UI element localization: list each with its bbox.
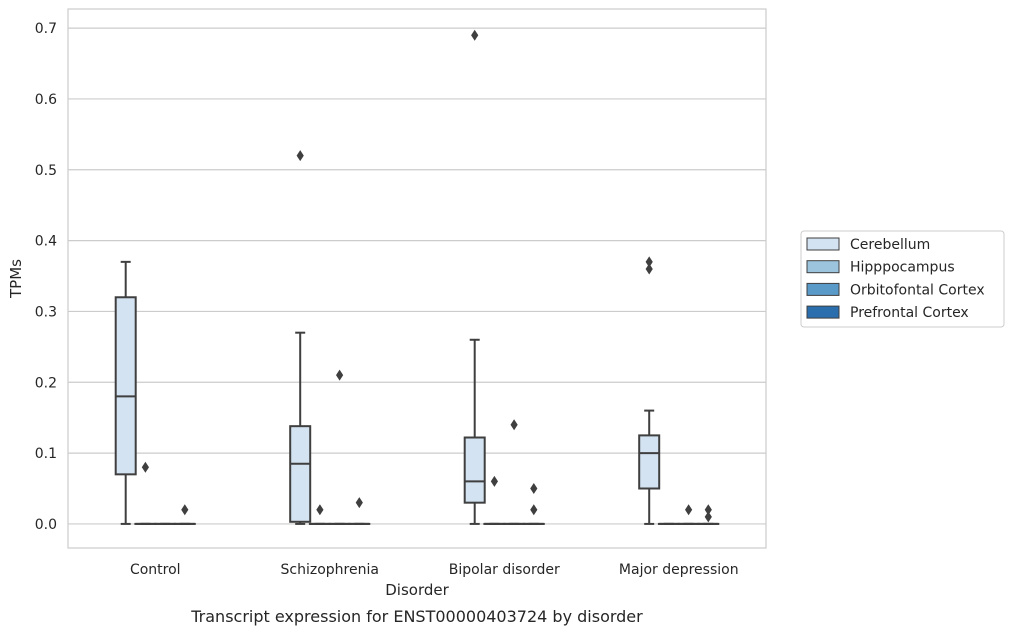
box-plots	[114, 29, 720, 525]
box-hipppocampus	[134, 461, 157, 525]
legend-swatch	[806, 237, 840, 251]
outlier-marker	[355, 497, 363, 509]
x-tick-label: Major depression	[619, 562, 739, 578]
box-cerebellum	[289, 150, 312, 525]
outlier-marker	[471, 29, 479, 41]
box-orbitofontal-cortex	[677, 504, 700, 525]
legend-label: Orbitofontal Cortex	[850, 282, 985, 298]
legend-swatch	[806, 260, 840, 274]
box-cerebellum	[114, 260, 137, 525]
outlier-marker	[336, 369, 344, 381]
outlier-marker	[645, 263, 653, 275]
outlier-marker	[530, 483, 538, 495]
legend-label: Prefrontal Cortex	[850, 305, 969, 321]
plot-frame	[67, 8, 767, 549]
x-tick-label: Schizophrenia	[281, 562, 379, 578]
box-cerebellum	[638, 256, 661, 525]
legend-label: Hipppocampus	[850, 260, 955, 276]
box-orbitofontal-cortex	[328, 369, 351, 525]
figure-caption: Transcript expression for ENST0000040372…	[190, 607, 643, 626]
box-prefrontal-cortex	[348, 497, 371, 525]
legend-frame	[800, 230, 1005, 328]
y-tick-label: 0.3	[35, 304, 57, 320]
y-tick-label: 0.6	[35, 92, 57, 108]
box-orbitofontal-cortex	[503, 419, 526, 525]
y-tick-label: 0.2	[35, 375, 57, 391]
legend-swatch	[806, 305, 840, 319]
box-body	[289, 425, 312, 523]
box-prefrontal-cortex	[697, 504, 720, 525]
y-tick-label: 0.5	[35, 163, 57, 179]
x-tick-labels: Control Schizophrenia Bipolar disorder Majo…	[130, 562, 739, 578]
x-axis-label: Disorder	[385, 581, 449, 599]
outlier-marker	[704, 504, 712, 516]
grid-lines	[68, 27, 766, 525]
box-cerebellum	[463, 29, 486, 525]
outlier-marker	[510, 419, 518, 431]
y-tick-labels: 0.0 0.1 0.2 0.3 0.4 0.5 0.6 0.7	[35, 21, 57, 533]
x-tick-label: Bipolar disorder	[449, 562, 560, 578]
box-body	[638, 434, 661, 490]
outlier-marker	[685, 504, 693, 516]
box-prefrontal-cortex	[173, 504, 196, 525]
outlier-marker	[645, 256, 653, 268]
y-tick-label: 0.7	[35, 21, 57, 37]
legend-items: Cerebellum Hipppocampus Orbitofontal Corte…	[806, 237, 985, 321]
outlier-marker	[530, 504, 538, 516]
legend-label: Cerebellum	[850, 237, 930, 253]
outlier-marker	[704, 511, 712, 523]
outlier-marker	[141, 461, 149, 473]
box-prefrontal-cortex	[522, 483, 545, 525]
outlier-marker	[296, 150, 304, 162]
legend-swatch	[806, 282, 840, 296]
y-axis-label: TPMs	[7, 259, 25, 299]
box-hipppocampus	[483, 475, 506, 525]
x-tick-label: Control	[130, 562, 181, 578]
y-tick-label: 0.4	[35, 234, 57, 250]
y-tick-label: 0.0	[35, 517, 57, 533]
outlier-marker	[490, 475, 498, 487]
box-hipppocampus	[308, 504, 331, 525]
y-tick-label: 0.1	[35, 446, 57, 462]
outlier-marker	[181, 504, 189, 516]
box-body	[114, 296, 137, 476]
outlier-marker	[316, 504, 324, 516]
legend: Cerebellum Hipppocampus Orbitofontal Corte…	[800, 230, 1005, 328]
box-body	[463, 436, 486, 504]
